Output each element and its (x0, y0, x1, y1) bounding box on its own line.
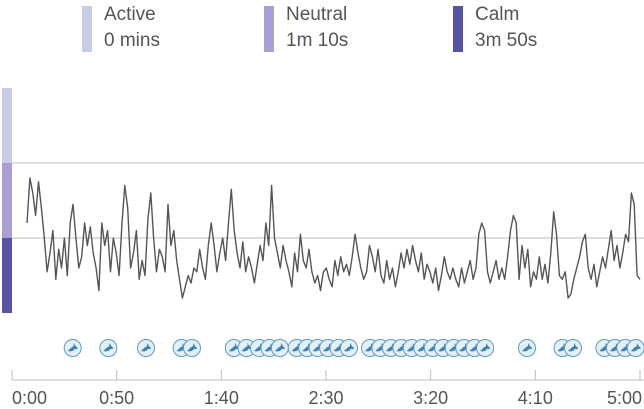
x-tick-label: 4:10 (518, 388, 553, 408)
zone-bar-active (2, 88, 12, 163)
bird-icon (564, 339, 582, 357)
bird-icon (63, 339, 82, 357)
legend-value-neutral: 1m 10s (286, 30, 349, 51)
bird-icon (518, 339, 536, 357)
bird-icon (270, 339, 289, 357)
series-line (26, 177, 641, 299)
bird-icon (224, 339, 243, 357)
x-axis-ticks: 0:00 0:50 1:40 2:30 3:20 4:10 5:00 (11, 370, 642, 408)
legend-label-active: Active (104, 4, 156, 25)
legend-swatch-calm (453, 6, 463, 52)
bird-markers (63, 339, 644, 357)
legend-label-calm: Calm (475, 4, 520, 25)
x-tick-label: 1:40 (204, 388, 239, 408)
bird-icon (99, 339, 118, 357)
zone-bar-neutral (2, 163, 12, 238)
bird-icon (476, 339, 495, 357)
legend-swatch-active (82, 6, 92, 52)
legend-swatch-neutral (264, 6, 274, 52)
legend-value-calm: 3m 50s (475, 30, 538, 51)
x-tick-label: 5:00 (607, 388, 642, 408)
legend-value-active: 0 mins (104, 30, 160, 51)
bird-icon (183, 339, 201, 357)
x-tick-label: 3:20 (413, 388, 448, 408)
bird-icon (626, 339, 644, 357)
bird-icon (137, 339, 155, 357)
bird-icon (340, 339, 358, 357)
x-tick-label: 2:30 (308, 388, 343, 408)
zone-bar-calm (2, 238, 12, 313)
legend-label-neutral: Neutral (286, 4, 348, 25)
x-tick-label: 0:50 (99, 388, 134, 408)
x-tick-label: 0:00 (12, 388, 47, 408)
